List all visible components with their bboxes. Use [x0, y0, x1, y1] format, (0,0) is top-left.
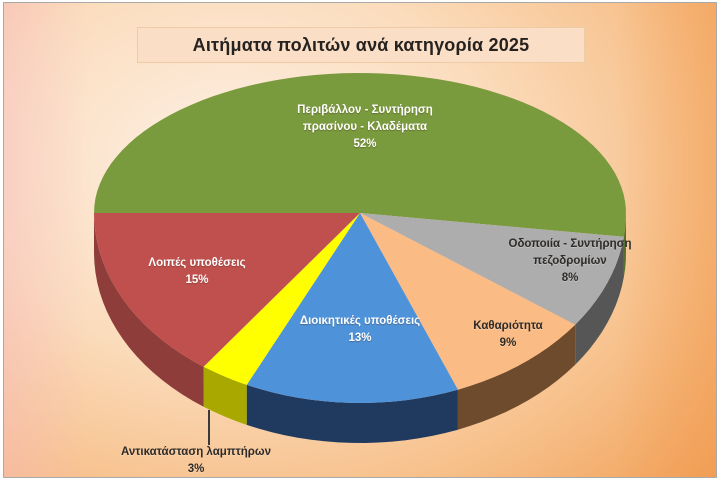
- label-leader-line: [208, 410, 210, 445]
- pie-slice-top-5: [94, 213, 360, 367]
- slice-percent: 3%: [187, 463, 205, 475]
- pie-slice-top-4: [203, 213, 360, 385]
- slice-label-line: πρασίνου - Κλαδέματα: [302, 121, 428, 133]
- pie-slice-side-4: [203, 366, 247, 425]
- pie-slice-side-2: [457, 324, 576, 430]
- slice-label-line: Περιβάλλον - Συντήρηση: [297, 104, 433, 116]
- slice-label-line: Λοιπές υποθέσεις: [148, 257, 246, 269]
- slice-label-line: Οδοποιία - Συντήρηση: [508, 238, 632, 250]
- pie-slice-side-1: [575, 236, 624, 365]
- slice-percent: 13%: [348, 332, 372, 344]
- pie-slice-side-3: [246, 384, 458, 443]
- slice-label-line: πεζοδρομίων: [533, 255, 607, 267]
- pie-slice-side-0: [623, 213, 626, 277]
- slice-percent: 9%: [499, 337, 517, 349]
- slice-label-line: Καθαριότητα: [473, 320, 543, 332]
- pie-slice-top-1: [360, 213, 624, 325]
- chart-title: Αιτήματα πολιτών ανά κατηγορία 2025: [137, 27, 585, 63]
- slice-label-other-cases: Λοιπές υποθέσεις 15%: [148, 255, 245, 289]
- chart-title-text: Αιτήματα πολιτών ανά κατηγορία 2025: [192, 34, 530, 55]
- pie-slice-side-5: [94, 213, 204, 407]
- slice-label-cleanliness: Καθαριότητα 9%: [473, 318, 542, 352]
- pie-slice-top-0: [94, 73, 626, 237]
- pie-slice-top-3: [246, 213, 458, 403]
- slice-percent: 15%: [185, 274, 209, 286]
- slice-percent: 8%: [561, 272, 579, 284]
- pie-slice-top-2: [360, 213, 576, 390]
- slice-label-roadworks: Οδοποιία - Συντήρηση πεζοδρομίων 8%: [509, 236, 632, 287]
- slice-percent: 52%: [353, 138, 377, 150]
- slice-label-line: Διοικητικές υποθέσεις: [299, 315, 421, 327]
- slice-label-line: Αντικατάσταση λαμπτήρων: [121, 446, 271, 458]
- slice-label-environment: Περιβάλλον - Συντήρηση πρασίνου - Κλαδέμ…: [297, 102, 433, 153]
- slice-label-administrative: Διοικητικές υποθέσεις 13%: [300, 313, 420, 347]
- slice-label-lamp-replacement: Αντικατάσταση λαμπτήρων 3%: [121, 444, 271, 478]
